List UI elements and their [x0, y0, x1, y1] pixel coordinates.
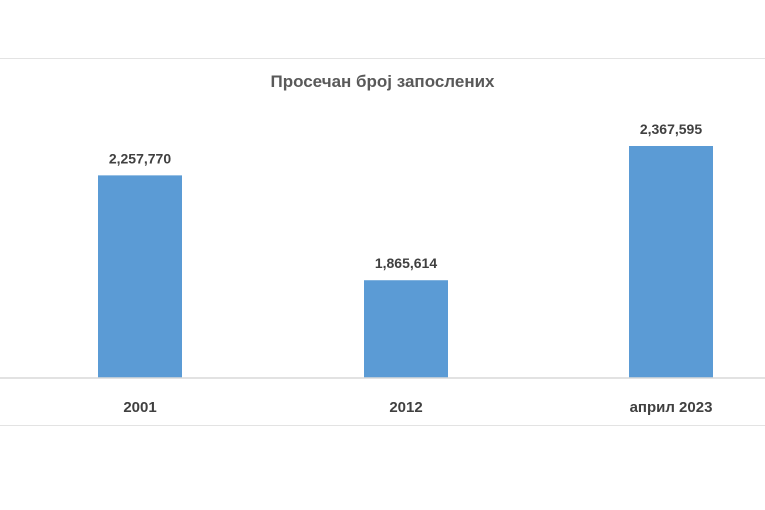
top-divider: [0, 58, 765, 59]
bar-value-label: 2,367,595: [640, 121, 702, 137]
bars-group: [98, 146, 713, 378]
bottom-divider: [0, 425, 765, 426]
chart-title: Просечан број запослених: [270, 72, 495, 91]
category-labels-group: 2001 2012 април 2023: [123, 399, 712, 416]
bar-value-label: 1,865,614: [375, 255, 437, 271]
bar-value-label: 2,257,770: [109, 150, 171, 166]
bar-април-2023: [629, 146, 713, 378]
bar-2001: [98, 175, 182, 378]
category-label: април 2023: [630, 399, 713, 416]
category-label: 2012: [389, 399, 422, 416]
bar-2012: [364, 280, 448, 378]
category-label: 2001: [123, 399, 156, 416]
value-labels-group: 2,257,770 1,865,614 2,367,595: [109, 121, 702, 271]
